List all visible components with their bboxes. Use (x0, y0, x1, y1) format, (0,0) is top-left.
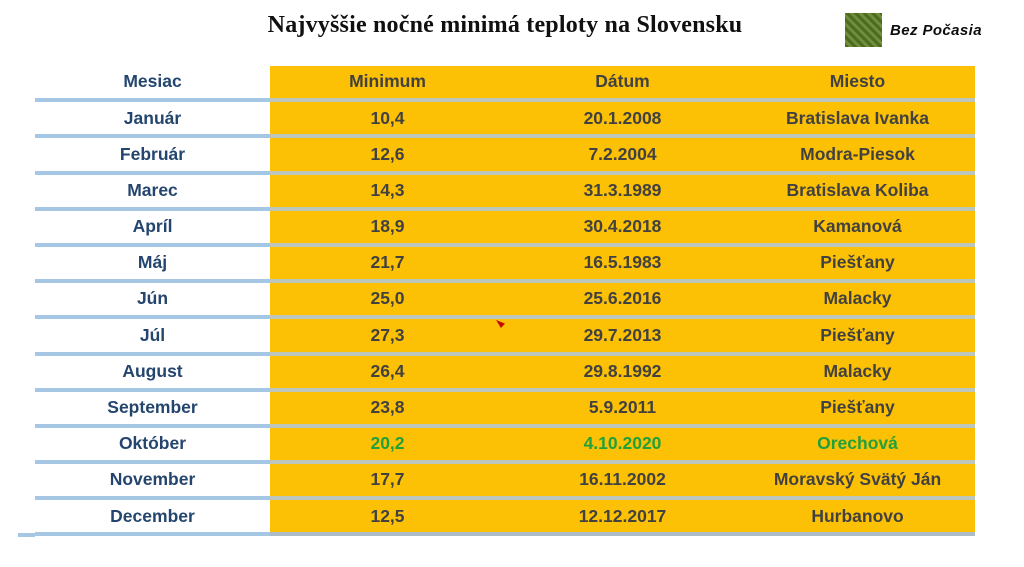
table-row: November 17,7 16.11.2002 Moravský Svätý … (0, 464, 975, 501)
minimum-cell: 27,3 (270, 319, 505, 356)
month-cell: Máj (35, 246, 270, 284)
row-left-spacer (0, 500, 35, 537)
row-left-spacer (0, 355, 35, 392)
table-row: Máj 21,7 16.5.1983 Piešťany (0, 246, 975, 284)
row-left-spacer (0, 283, 35, 320)
table-row: September 23,8 5.9.2011 Piešťany (0, 391, 975, 428)
place-cell: Piešťany (740, 391, 975, 428)
place-cell: Kamanová (740, 210, 975, 247)
place-cell: Moravský Svätý Ján (740, 464, 975, 501)
date-cell: 29.7.2013 (505, 319, 740, 356)
minimum-cell: 10,4 (270, 102, 505, 139)
month-cell: Február (35, 138, 270, 175)
date-cell: 30.4.2018 (505, 210, 740, 247)
table-bottom-line (18, 533, 35, 537)
month-cell: Mesiac (35, 66, 270, 103)
table-row: Február 12,6 7.2.2004 Modra-Piesok (0, 138, 975, 175)
table-row: August 26,4 29.8.1992 Malacky (0, 355, 975, 392)
row-left-spacer (0, 210, 35, 247)
minimum-cell: 26,4 (270, 355, 505, 392)
logo-text: Bez Počasia (890, 21, 982, 39)
temperature-table: Mesiac Minimum Dátum Miesto Január 10,4 … (0, 66, 975, 537)
place-cell: Miesto (740, 66, 975, 103)
date-cell: 29.8.1992 (505, 355, 740, 392)
table-row: December 12,5 12.12.2017 Hurbanovo (0, 500, 975, 537)
table-row: Apríl 18,9 30.4.2018 Kamanová (0, 210, 975, 247)
place-cell: Modra-Piesok (740, 138, 975, 175)
table-row: Október 20,2 4.10.2020 Orechová (0, 427, 975, 465)
date-cell: 20.1.2008 (505, 102, 740, 139)
row-left-spacer (0, 427, 35, 465)
place-cell: Orechová (740, 427, 975, 465)
month-cell: Apríl (35, 210, 270, 247)
table-row: Júl 27,3 29.7.2013 Piešťany (0, 319, 975, 356)
minimum-cell: 23,8 (270, 391, 505, 428)
month-cell: Júl (35, 319, 270, 356)
table-row: Marec 14,3 31.3.1989 Bratislava Koliba (0, 174, 975, 211)
place-cell: Hurbanovo (740, 500, 975, 537)
date-cell: 7.2.2004 (505, 138, 740, 175)
place-cell: Malacky (740, 355, 975, 392)
date-cell: 16.5.1983 (505, 246, 740, 284)
minimum-cell: 18,9 (270, 210, 505, 247)
month-cell: Október (35, 427, 270, 465)
month-cell: Marec (35, 174, 270, 211)
month-cell: November (35, 464, 270, 501)
minimum-cell: 20,2 (270, 427, 505, 465)
place-cell: Bratislava Koliba (740, 174, 975, 211)
row-left-spacer (0, 319, 35, 356)
place-cell: Piešťany (740, 246, 975, 284)
meadow-photo-icon (845, 13, 882, 47)
minimum-cell: 12,5 (270, 500, 505, 537)
date-cell: 5.9.2011 (505, 391, 740, 428)
row-left-spacer (0, 174, 35, 211)
date-cell: 31.3.1989 (505, 174, 740, 211)
date-cell: 12.12.2017 (505, 500, 740, 537)
place-cell: Piešťany (740, 319, 975, 356)
minimum-cell: 12,6 (270, 138, 505, 175)
minimum-cell: 21,7 (270, 246, 505, 284)
row-left-spacer (0, 102, 35, 139)
date-cell: 16.11.2002 (505, 464, 740, 501)
table-header-row: Mesiac Minimum Dátum Miesto (0, 66, 975, 103)
place-cell: Malacky (740, 283, 975, 320)
row-left-spacer (0, 246, 35, 284)
page-title: Najvyššie nočné minimá teploty na Sloven… (267, 12, 743, 38)
month-cell: September (35, 391, 270, 428)
month-cell: Jún (35, 283, 270, 320)
month-cell: August (35, 355, 270, 392)
row-left-spacer (0, 66, 35, 103)
row-left-spacer (0, 464, 35, 501)
minimum-cell: 17,7 (270, 464, 505, 501)
date-cell: 25.6.2016 (505, 283, 740, 320)
minimum-cell: 14,3 (270, 174, 505, 211)
month-cell: Január (35, 102, 270, 139)
red-marker-icon (496, 320, 505, 328)
date-cell: Dátum (505, 66, 740, 103)
logo: Bez Počasia (845, 13, 982, 47)
place-cell: Bratislava Ivanka (740, 102, 975, 139)
minimum-cell: 25,0 (270, 283, 505, 320)
table-row: Január 10,4 20.1.2008 Bratislava Ivanka (0, 102, 975, 139)
month-cell: December (35, 500, 270, 537)
row-left-spacer (0, 138, 35, 175)
minimum-cell: Minimum (270, 66, 505, 103)
table-row: Jún 25,0 25.6.2016 Malacky (0, 283, 975, 320)
row-left-spacer (0, 391, 35, 428)
date-cell: 4.10.2020 (505, 427, 740, 465)
